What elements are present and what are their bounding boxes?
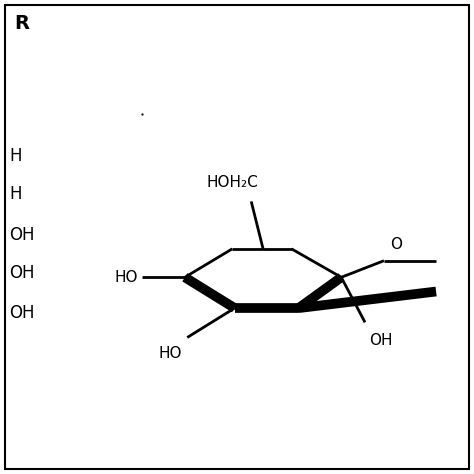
Text: OH: OH <box>9 304 35 322</box>
Text: R: R <box>14 14 29 33</box>
Text: HO: HO <box>115 270 138 285</box>
Text: HOH₂C: HOH₂C <box>206 174 258 190</box>
Text: OH: OH <box>9 264 35 282</box>
Text: O: O <box>390 237 401 252</box>
Text: H: H <box>9 185 22 203</box>
Text: OH: OH <box>369 333 392 348</box>
Text: OH: OH <box>9 226 35 244</box>
Text: HO: HO <box>159 346 182 361</box>
Text: H: H <box>9 147 22 165</box>
